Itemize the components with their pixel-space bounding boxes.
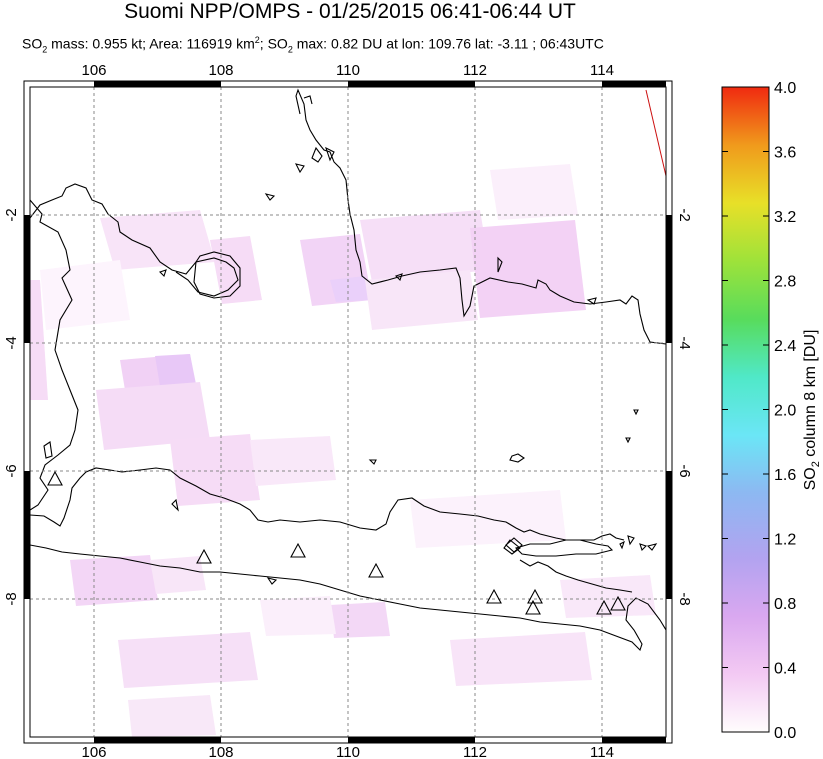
lon-tick-label: 110 xyxy=(336,62,360,79)
map-subtitle: SO2 mass: 0.955 kt; Area: 116919 km2; SO… xyxy=(22,35,604,55)
triangle-volcano-icon xyxy=(525,599,541,615)
lon-labels-top: 106 108 110 112 114 xyxy=(81,62,613,79)
triangle-volcano-icon xyxy=(610,595,626,611)
colorbar-tick-label: 1.6 xyxy=(774,467,796,484)
colorbar-tick-label: 0.4 xyxy=(774,661,796,678)
lon-tick-label: 108 xyxy=(208,62,233,79)
colorbar-tick-label: 4.0 xyxy=(774,80,796,97)
triangle-volcano-icon xyxy=(290,542,306,558)
lon-tick-label: 108 xyxy=(208,744,233,759)
map-title: Suomi NPP/OMPS - 01/25/2015 06:41-06:44 … xyxy=(124,0,576,23)
lon-tick-label: 112 xyxy=(463,744,487,759)
lon-tick-label: 106 xyxy=(81,62,106,79)
lat-tick-label: -6 xyxy=(3,464,20,477)
lat-tick-label: -2 xyxy=(676,208,693,221)
colorbar-tick-label: 2.4 xyxy=(774,338,796,355)
red-boundary-line xyxy=(645,89,667,177)
lat-tick-label: -2 xyxy=(3,208,20,221)
colorbar-tick-label: 2.8 xyxy=(774,274,796,291)
triangle-volcano-icon xyxy=(368,562,384,578)
colorbar-tick-labels: 0.0 0.4 0.8 1.2 1.6 2.0 2.4 2.8 3.2 3.6 … xyxy=(774,80,796,742)
colorbar xyxy=(721,86,770,733)
frame-bars xyxy=(24,81,672,743)
lat-tick-label: -8 xyxy=(676,592,693,605)
colorbar-tick-label: 1.2 xyxy=(774,532,796,549)
lon-tick-label: 110 xyxy=(336,744,360,759)
so2-patches xyxy=(30,164,656,737)
lon-tick-label: 112 xyxy=(463,62,487,79)
lon-tick-label: 114 xyxy=(590,62,614,79)
triangle-volcano-icon xyxy=(196,548,212,564)
colorbar-tick-label: 3.2 xyxy=(774,209,796,226)
triangle-volcano-icon xyxy=(596,599,612,615)
triangle-volcano-icon xyxy=(527,588,543,604)
lat-labels-left: -2 -4 -6 -8 xyxy=(3,208,20,605)
lat-tick-label: -8 xyxy=(3,592,20,605)
colorbar-title: SO2 column 8 km [DU] xyxy=(802,330,822,491)
lat-labels-right: -2 -4 -6 -8 xyxy=(676,208,693,605)
volcano-markers xyxy=(47,470,626,615)
colorbar-tick-label: 0.8 xyxy=(774,596,796,613)
triangle-volcano-icon xyxy=(486,588,502,604)
lat-tick-label: -6 xyxy=(676,464,693,477)
colorbar-tick-label: 2.0 xyxy=(774,403,796,420)
coastlines xyxy=(30,88,666,652)
lon-labels-bottom: 106 108 110 112 114 xyxy=(81,744,613,759)
colorbar-tick-label: 0.0 xyxy=(774,725,796,742)
lat-tick-label: -4 xyxy=(3,336,20,349)
lon-tick-label: 114 xyxy=(590,744,614,759)
colorbar-ticks xyxy=(722,151,769,733)
lat-tick-label: -4 xyxy=(676,336,693,349)
lon-tick-label: 106 xyxy=(81,744,106,759)
graticule xyxy=(30,87,666,737)
triangle-volcano-icon xyxy=(47,470,63,486)
diamond-marker-icon xyxy=(505,537,523,553)
colorbar-tick-label: 3.6 xyxy=(774,145,796,162)
